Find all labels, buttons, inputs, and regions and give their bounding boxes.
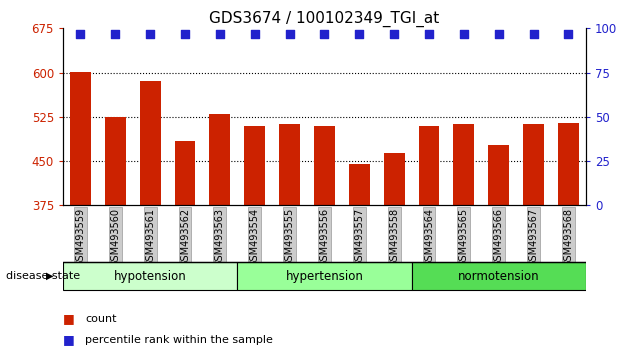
Text: percentile rank within the sample: percentile rank within the sample bbox=[85, 335, 273, 345]
Text: GSM493568: GSM493568 bbox=[563, 208, 573, 267]
Point bbox=[319, 32, 329, 37]
Text: GSM493558: GSM493558 bbox=[389, 208, 399, 267]
Text: ■: ■ bbox=[63, 333, 75, 346]
Bar bbox=[314, 126, 335, 205]
Text: count: count bbox=[85, 314, 117, 324]
Point bbox=[529, 32, 539, 37]
Point bbox=[494, 32, 504, 37]
Point bbox=[180, 32, 190, 37]
Text: GSM493560: GSM493560 bbox=[110, 208, 120, 267]
Point bbox=[145, 32, 155, 37]
Text: GSM493566: GSM493566 bbox=[494, 208, 504, 267]
Point bbox=[285, 32, 295, 37]
Text: GSM493561: GSM493561 bbox=[145, 208, 155, 267]
Text: disease state: disease state bbox=[6, 271, 81, 281]
Point bbox=[424, 32, 434, 37]
Point bbox=[354, 32, 364, 37]
Bar bbox=[279, 125, 300, 205]
Text: hypotension: hypotension bbox=[114, 270, 186, 282]
Text: hypertension: hypertension bbox=[285, 270, 364, 282]
Bar bbox=[558, 123, 579, 205]
Point bbox=[563, 32, 573, 37]
Point bbox=[249, 32, 260, 37]
Title: GDS3674 / 100102349_TGI_at: GDS3674 / 100102349_TGI_at bbox=[209, 11, 440, 27]
Point bbox=[110, 32, 120, 37]
FancyBboxPatch shape bbox=[63, 262, 238, 290]
Point bbox=[459, 32, 469, 37]
Text: GSM493559: GSM493559 bbox=[76, 208, 86, 267]
Bar bbox=[244, 126, 265, 205]
Text: GSM493557: GSM493557 bbox=[354, 208, 364, 267]
Bar bbox=[349, 164, 370, 205]
Bar bbox=[70, 72, 91, 205]
Bar bbox=[418, 126, 440, 205]
Bar bbox=[384, 153, 404, 205]
Text: GSM493567: GSM493567 bbox=[529, 208, 539, 267]
Bar bbox=[454, 125, 474, 205]
Bar bbox=[175, 141, 195, 205]
Bar bbox=[105, 117, 126, 205]
Text: ▶: ▶ bbox=[46, 271, 54, 281]
Point bbox=[76, 32, 86, 37]
Text: normotension: normotension bbox=[458, 270, 539, 282]
Text: GSM493562: GSM493562 bbox=[180, 208, 190, 267]
Bar bbox=[209, 114, 231, 205]
Bar bbox=[523, 125, 544, 205]
Text: GSM493564: GSM493564 bbox=[424, 208, 434, 267]
FancyBboxPatch shape bbox=[411, 262, 586, 290]
Point bbox=[389, 32, 399, 37]
Text: GSM493554: GSM493554 bbox=[249, 208, 260, 267]
Text: GSM493556: GSM493556 bbox=[319, 208, 329, 267]
FancyBboxPatch shape bbox=[238, 262, 411, 290]
Text: GSM493555: GSM493555 bbox=[285, 208, 295, 267]
Text: GSM493563: GSM493563 bbox=[215, 208, 225, 267]
Bar bbox=[140, 81, 161, 205]
Text: ■: ■ bbox=[63, 312, 75, 325]
Text: GSM493565: GSM493565 bbox=[459, 208, 469, 267]
Bar bbox=[488, 144, 509, 205]
Point bbox=[215, 32, 225, 37]
